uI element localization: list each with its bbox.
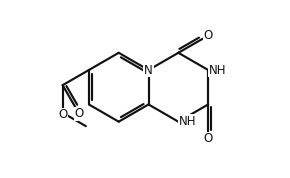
Text: NH: NH bbox=[209, 64, 226, 77]
Text: O: O bbox=[204, 29, 213, 42]
Text: NH: NH bbox=[179, 115, 196, 128]
Text: N: N bbox=[144, 64, 153, 77]
Text: O: O bbox=[75, 107, 84, 120]
Text: O: O bbox=[204, 132, 213, 145]
Text: O: O bbox=[58, 108, 67, 121]
